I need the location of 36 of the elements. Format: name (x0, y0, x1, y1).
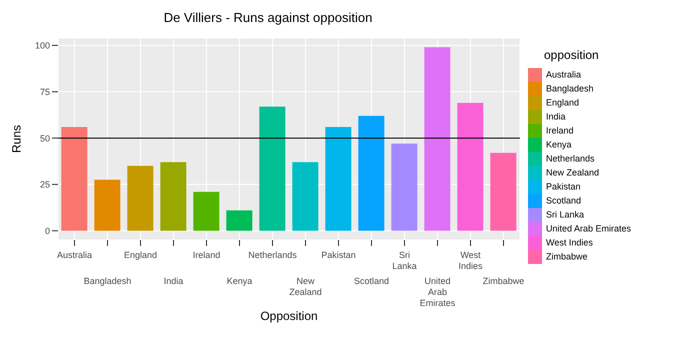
legend-label: Australia (546, 69, 582, 80)
x-tick-label: Scotland (354, 276, 390, 286)
y-tick-label: 75 (40, 86, 50, 97)
legend-label: Sri Lanka (546, 209, 584, 220)
legend-label: India (546, 111, 566, 122)
legend-label: Kenya (546, 139, 572, 150)
x-tick-label: Netherlands (248, 250, 298, 260)
x-tick-label: Pakistan (321, 250, 356, 260)
y-tick-label: 0 (44, 226, 50, 236)
y-tick-label: 50 (40, 133, 50, 144)
x-tick-label: England (124, 250, 158, 260)
y-tick-label: 25 (40, 180, 50, 190)
x-tick-label: Kenya (226, 276, 252, 286)
x-tick-label: Australia (56, 250, 92, 260)
legend-label: New Zealand (546, 167, 600, 178)
x-tick-label: West Indies (458, 250, 483, 271)
x-tick-label: India (164, 276, 184, 286)
x-tick-label: Bangladesh (84, 276, 132, 286)
y-axis-title: Runs (9, 124, 24, 154)
y-tick-label: 100 (34, 40, 50, 51)
chart-title: De Villiers - Runs against opposition (162, 9, 374, 27)
x-axis-title: Opposition (260, 309, 318, 323)
legend-label: Bangladesh (546, 83, 594, 94)
x-tick-label: Sri Lanka (392, 250, 417, 271)
x-tick-label: Ireland (192, 250, 220, 260)
legend-label: Pakistan (546, 181, 581, 192)
legend-label: United Arab Emirates (546, 223, 632, 234)
x-tick-label: New Zealand (289, 276, 322, 297)
x-tick-label: Zimbabwe (482, 276, 524, 286)
legend-title: opposition (544, 48, 599, 62)
x-tick-label: United Arab Emirates (420, 276, 456, 308)
legend-label: Netherlands (546, 153, 595, 164)
legend-label: Ireland (546, 125, 574, 136)
legend-label: West Indies (546, 237, 593, 248)
legend-label: Scotland (546, 195, 582, 206)
legend-label: England (546, 97, 580, 108)
